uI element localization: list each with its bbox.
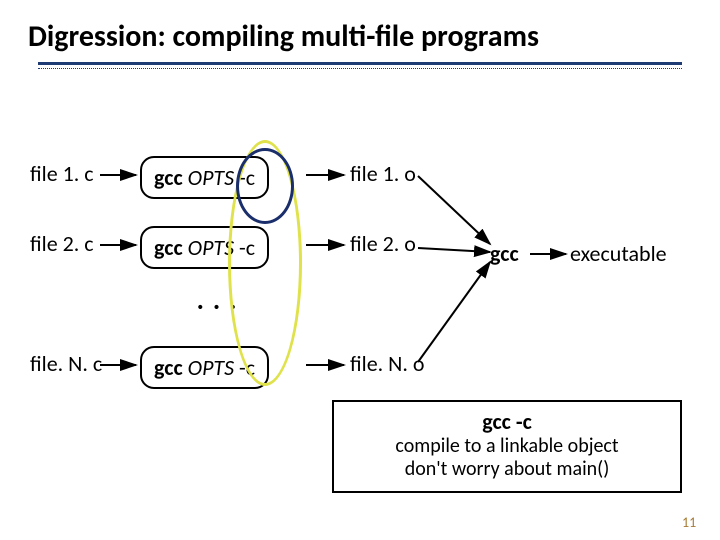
src-file-2: file 2. c — [30, 230, 94, 257]
title-rule — [38, 62, 682, 69]
obj-file-2: file 2. o — [350, 230, 416, 257]
obj-file-1: file 1. o — [350, 160, 416, 187]
note-line-2: don't worry about main() — [344, 458, 670, 481]
note-heading: gcc -c — [344, 408, 670, 435]
page-number: 11 — [682, 514, 696, 531]
slide-title: Digression: compiling multi-file program… — [28, 18, 539, 55]
highlight-oval-inner — [236, 148, 294, 224]
link-cmd: gcc — [490, 240, 519, 267]
obj-file-n: file. N. o — [350, 350, 425, 377]
src-file-1: file 1. c — [30, 160, 94, 187]
note-line-1: compile to a linkable object — [344, 435, 670, 458]
src-file-n: file. N. c — [30, 350, 102, 377]
note-box: gcc -c compile to a linkable object don'… — [332, 400, 682, 493]
executable-label: executable — [570, 240, 667, 267]
